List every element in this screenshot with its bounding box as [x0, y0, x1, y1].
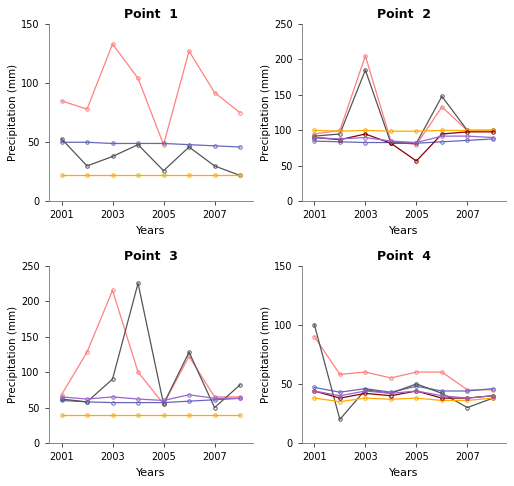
X-axis label: Years: Years: [389, 468, 418, 478]
Title: Point  4: Point 4: [377, 250, 431, 263]
Y-axis label: Precipitation (mm): Precipitation (mm): [261, 64, 271, 161]
X-axis label: Years: Years: [136, 226, 166, 236]
Y-axis label: Precipitation (mm): Precipitation (mm): [8, 64, 19, 161]
Title: Point  1: Point 1: [124, 8, 178, 21]
X-axis label: Years: Years: [136, 468, 166, 478]
Title: Point  2: Point 2: [377, 8, 431, 21]
Y-axis label: Precipitation (mm): Precipitation (mm): [8, 306, 19, 403]
X-axis label: Years: Years: [389, 226, 418, 236]
Y-axis label: Precipitation (mm): Precipitation (mm): [261, 306, 271, 403]
Title: Point  3: Point 3: [124, 250, 178, 263]
